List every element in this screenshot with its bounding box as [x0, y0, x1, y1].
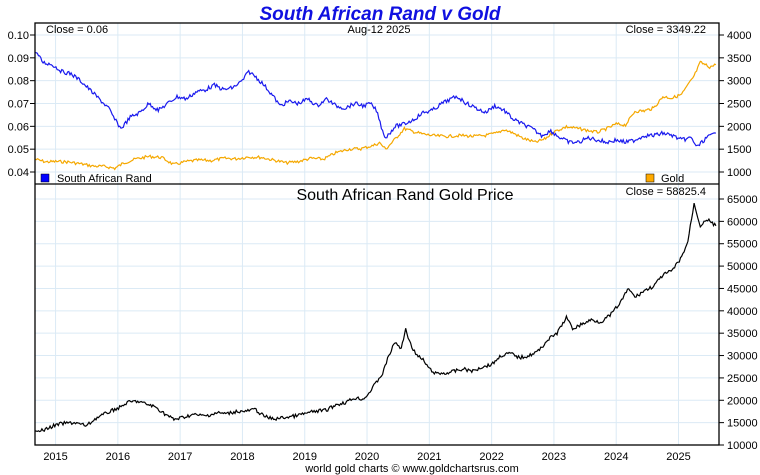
axis-tick-label: 2500	[727, 99, 751, 111]
bottom-chart-title: South African Rand Gold Price	[296, 187, 513, 204]
gold-close-label: Close = 3349.22	[626, 24, 706, 36]
axis-tick-label: 0.10	[8, 30, 29, 42]
footer-credit: world gold charts © www.goldchartsrus.co…	[304, 463, 519, 475]
rand-close-label: Close = 0.06	[46, 24, 108, 36]
axis-tick-label: 2018	[230, 451, 254, 463]
legend-label-rand: South African Rand	[57, 173, 152, 185]
axis-tick-label: 45000	[727, 283, 758, 295]
axis-tick-label: 0.06	[8, 121, 29, 133]
top-panel-series	[34, 52, 717, 171]
top-panel-gridlines	[35, 23, 719, 184]
axis-tick-label: 65000	[727, 194, 758, 206]
axis-tick-label: 25000	[727, 373, 758, 385]
axis-tick-label: 35000	[727, 328, 758, 340]
legend-swatch-rand	[40, 173, 50, 183]
axis-tick-label: 0.09	[8, 53, 29, 65]
axis-tick-label: 0.07	[8, 99, 29, 111]
zar-gold-close-label: Close = 58825.4	[626, 186, 706, 198]
axis-tick-label: 2015	[43, 451, 67, 463]
chart-title: South African Rand v Gold	[259, 4, 500, 25]
axis-tick-label: 2024	[604, 451, 628, 463]
series-line-gold	[34, 60, 717, 171]
axis-tick-label: 10000	[727, 440, 758, 452]
axis-tick-label: 2023	[542, 451, 566, 463]
rand-y-axis: 0.10 0.09 0.08 0.07 0.06 0.05 0.04	[8, 30, 35, 179]
axis-tick-label: 0.05	[8, 144, 29, 156]
axis-tick-label: 2017	[168, 451, 192, 463]
axis-tick-label: 2021	[417, 451, 441, 463]
axis-tick-label: 3000	[727, 76, 751, 88]
legend-swatch-gold	[645, 173, 655, 183]
gold-y-axis: 4000 3500 3000 2500 2000 1500 1000	[719, 30, 751, 179]
legend-label-gold: Gold	[661, 173, 684, 185]
axis-tick-label: 2000	[727, 121, 751, 133]
bottom-panel-series	[34, 202, 717, 433]
x-axis: 2015 2016 2017 2018 2019 2020 2021 2022 2023 2024…	[43, 451, 690, 463]
zar-gold-y-axis: 65000 60000 55000 50000 45000 40000 35000 30000…	[719, 194, 758, 452]
axis-tick-label: 1000	[727, 167, 751, 179]
axis-tick-label: 50000	[727, 261, 758, 273]
axis-tick-label: 2022	[479, 451, 503, 463]
axis-tick-label: 40000	[727, 306, 758, 318]
axis-tick-label: 2020	[355, 451, 379, 463]
axis-tick-label: 4000	[727, 30, 751, 42]
axis-tick-label: 30000	[727, 351, 758, 363]
axis-tick-label: 55000	[727, 239, 758, 251]
axis-tick-label: 2016	[106, 451, 130, 463]
plot-frame	[34, 22, 720, 446]
axis-tick-label: 1500	[727, 144, 751, 156]
axis-tick-label: 3500	[727, 53, 751, 65]
bottom-panel-gridlines	[35, 184, 719, 446]
series-line-zar-gold	[34, 202, 717, 433]
axis-tick-label: 20000	[727, 395, 758, 407]
axis-tick-label: 0.08	[8, 76, 29, 88]
axis-tick-label: 15000	[727, 418, 758, 430]
axis-tick-label: 60000	[727, 216, 758, 228]
axis-tick-label: 2025	[666, 451, 690, 463]
date-label: Aug-12 2025	[348, 24, 411, 36]
series-line-rand	[34, 52, 717, 147]
axis-tick-label: 0.04	[8, 167, 29, 179]
axis-tick-label: 2019	[292, 451, 316, 463]
